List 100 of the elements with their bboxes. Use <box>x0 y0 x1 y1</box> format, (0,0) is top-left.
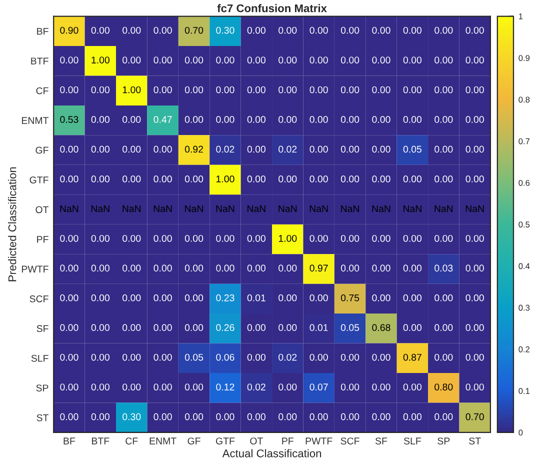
color-bar-label: 0.9 <box>518 55 530 61</box>
data-label: 0.00 <box>403 56 422 64</box>
data-label: 0.00 <box>60 234 78 242</box>
y-tick-label: CF <box>36 87 48 94</box>
data-label: 0.00 <box>91 264 110 272</box>
chart-title: fc7 Confusion Matrix <box>217 4 327 12</box>
data-label: 0.00 <box>340 176 360 182</box>
data-label: 0.00 <box>403 384 422 390</box>
data-label: 0.00 <box>466 384 484 390</box>
data-label: 0.00 <box>278 324 297 332</box>
data-label: 0.00 <box>466 26 484 34</box>
y-tick-label: GF <box>36 146 48 154</box>
x-tick-label: SLF <box>404 438 421 444</box>
data-label: 0.00 <box>184 384 204 390</box>
data-label: 0.00 <box>247 146 266 153</box>
data-label: 0.00 <box>91 116 110 123</box>
y-tick-label: SLF <box>31 354 48 362</box>
x-tick-label: BTF <box>92 438 110 444</box>
data-label: 0.00 <box>372 234 390 242</box>
y-tick-label: PWTF <box>22 266 48 272</box>
data-label: 0.80 <box>434 384 453 390</box>
data-label: 0.01 <box>247 294 266 302</box>
data-label: 0.00 <box>60 354 78 361</box>
data-label: 0.00 <box>278 264 297 272</box>
data-label: 0.00 <box>403 324 422 332</box>
data-label: 0.00 <box>278 116 297 123</box>
data-label: 0.00 <box>372 86 390 94</box>
data-label: 0.00 <box>91 413 110 420</box>
data-label: 0.00 <box>91 354 110 361</box>
x-tick-label: BF <box>64 438 76 444</box>
data-label: 0.00 <box>372 384 390 390</box>
data-label: 0.00 <box>60 413 78 420</box>
color-bar-label: 0.5 <box>518 222 530 228</box>
data-label: 0.00 <box>466 86 484 94</box>
data-label: 0.00 <box>434 354 453 361</box>
data-label: 0.30 <box>122 413 141 420</box>
data-label: 0.00 <box>340 264 360 272</box>
data-label: 0.00 <box>60 384 78 390</box>
data-label: 0.00 <box>122 234 141 242</box>
text: NaN <box>216 205 234 212</box>
y-tick-label: SCF <box>30 295 48 302</box>
color-bar-label: 0.4 <box>518 263 530 270</box>
data-label: 0.00 <box>403 264 422 272</box>
data-label: 0.05 <box>403 146 422 153</box>
text: NaN <box>154 205 172 212</box>
data-label: 0.00 <box>403 86 422 94</box>
data-label: 0.00 <box>434 146 453 153</box>
data-label: 0.00 <box>60 56 78 64</box>
data-label: 0.01 <box>310 324 328 332</box>
data-label: 0.00 <box>60 146 78 153</box>
data-label: 0.00 <box>340 413 360 420</box>
data-label: 0.00 <box>340 26 360 34</box>
data-label: 0.00 <box>154 56 172 64</box>
data-label: 0.00 <box>434 26 453 34</box>
data-label: 0.00 <box>154 176 172 182</box>
data-label: 0.00 <box>310 56 328 64</box>
data-label: 0.00 <box>403 234 422 242</box>
data-label: 1.00 <box>216 176 234 182</box>
text: NaN <box>310 205 328 212</box>
data-label: 1.00 <box>122 86 141 94</box>
data-label: 0.23 <box>216 294 234 302</box>
data-label: 0.00 <box>91 86 110 94</box>
data-label: 0.00 <box>154 26 172 34</box>
data-label: 0.00 <box>278 176 297 182</box>
data-label: 0.00 <box>278 86 297 94</box>
data-label: 0.00 <box>466 146 484 153</box>
data-label: 0.00 <box>122 264 141 272</box>
text: NaN <box>185 205 203 212</box>
data-label: 0.00 <box>466 294 484 302</box>
data-label: 0.00 <box>122 146 141 153</box>
data-label: 0.00 <box>184 56 204 64</box>
data-label: 0.00 <box>91 176 110 182</box>
data-label: 0.00 <box>310 354 328 361</box>
color-bar-label: 0.3 <box>518 304 530 311</box>
data-label: 0.00 <box>372 26 390 34</box>
data-label: 0.00 <box>154 234 172 242</box>
data-label: 0.00 <box>154 294 172 302</box>
color-bar-label: 0.7 <box>518 138 530 144</box>
data-label: 0.00 <box>91 26 110 34</box>
data-label: 0.00 <box>154 413 172 420</box>
data-label: 0.00 <box>340 56 360 64</box>
data-label: 0.92 <box>184 146 203 153</box>
data-label: 0.70 <box>466 413 484 420</box>
data-label: 0.00 <box>122 56 141 64</box>
x-tick-label: GTF <box>216 438 235 444</box>
data-label: 0.00 <box>247 116 266 123</box>
data-label: 0.00 <box>122 384 141 390</box>
data-label: 0.00 <box>372 413 390 420</box>
data-label: 0.00 <box>466 234 484 242</box>
data-label: 0.75 <box>340 294 360 302</box>
x-tick-label: GF <box>188 438 200 444</box>
text: NaN <box>60 205 78 212</box>
data-label: 0.00 <box>154 264 172 272</box>
data-label: 0.02 <box>247 384 266 390</box>
data-label: 0.00 <box>403 413 422 420</box>
color-bar-label: 0.2 <box>518 346 530 352</box>
data-label: 0.00 <box>184 234 204 242</box>
data-label: 0.00 <box>372 354 390 361</box>
color-bar-label: 0.8 <box>518 96 530 103</box>
data-label: 0.00 <box>122 116 141 123</box>
